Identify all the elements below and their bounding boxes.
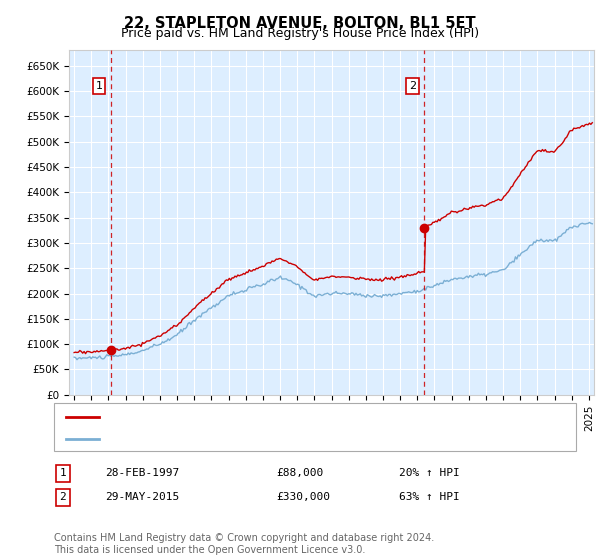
Text: 63% ↑ HPI: 63% ↑ HPI	[399, 492, 460, 502]
Text: 1: 1	[95, 81, 103, 91]
Text: 2: 2	[59, 492, 67, 502]
Text: 22, STAPLETON AVENUE, BOLTON, BL1 5ET (detached house): 22, STAPLETON AVENUE, BOLTON, BL1 5ET (d…	[102, 412, 442, 422]
Text: 29-MAY-2015: 29-MAY-2015	[105, 492, 179, 502]
Text: 22, STAPLETON AVENUE, BOLTON, BL1 5ET: 22, STAPLETON AVENUE, BOLTON, BL1 5ET	[124, 16, 476, 31]
Text: 28-FEB-1997: 28-FEB-1997	[105, 468, 179, 478]
Text: 2: 2	[409, 81, 416, 91]
Text: Contains HM Land Registry data © Crown copyright and database right 2024.
This d: Contains HM Land Registry data © Crown c…	[54, 533, 434, 555]
Text: £88,000: £88,000	[276, 468, 323, 478]
Text: HPI: Average price, detached house, Bolton: HPI: Average price, detached house, Bolt…	[102, 434, 344, 444]
Text: 1: 1	[59, 468, 67, 478]
Text: Price paid vs. HM Land Registry's House Price Index (HPI): Price paid vs. HM Land Registry's House …	[121, 27, 479, 40]
Text: 20% ↑ HPI: 20% ↑ HPI	[399, 468, 460, 478]
Text: £330,000: £330,000	[276, 492, 330, 502]
